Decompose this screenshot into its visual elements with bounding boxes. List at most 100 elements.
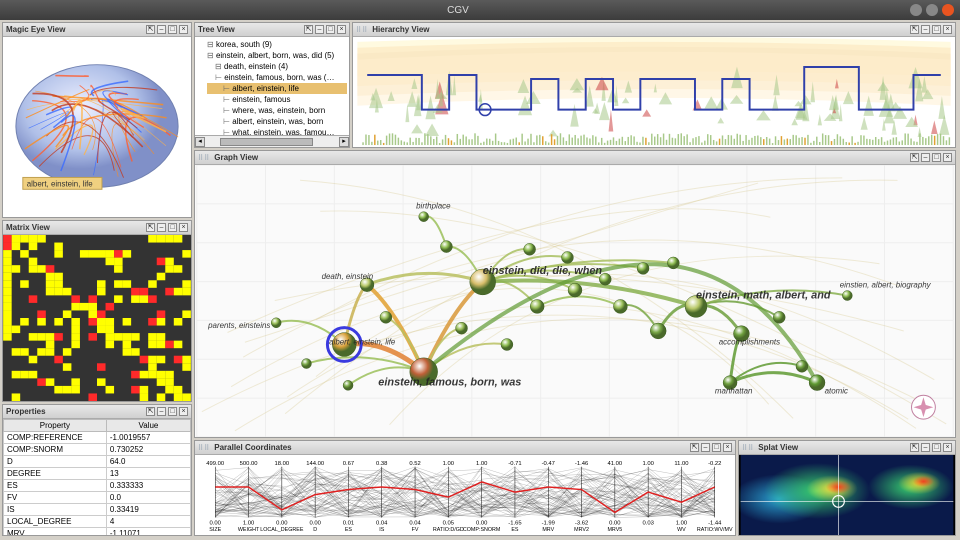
- table-row[interactable]: COMP:REFERENCE-1.0019557: [4, 432, 191, 444]
- table-row[interactable]: DEGREE13: [4, 468, 191, 480]
- tree-item[interactable]: death, einstein (4): [207, 61, 347, 72]
- tree-list[interactable]: korea, south (9)einstein, albert, born, …: [195, 37, 349, 147]
- table-row[interactable]: LOCAL_DEGREE4: [4, 516, 191, 528]
- svg-text:0.01: 0.01: [343, 520, 354, 526]
- tree-item[interactable]: einstein, famous, born, was (…: [207, 72, 347, 83]
- svg-text:0.00: 0.00: [276, 520, 288, 526]
- close-button[interactable]: [942, 4, 954, 16]
- panel-matrix: Matrix View ⇱–□×: [2, 220, 192, 402]
- table-row[interactable]: IS0.33419: [4, 504, 191, 516]
- svg-text:atomic: atomic: [825, 386, 848, 395]
- svg-text:COMP:SNORM: COMP:SNORM: [463, 527, 501, 533]
- maximize-icon[interactable]: □: [168, 25, 177, 34]
- column-header-value[interactable]: Value: [106, 420, 190, 432]
- svg-text:499.00: 499.00: [206, 461, 225, 467]
- svg-text:1.00: 1.00: [476, 461, 488, 467]
- pin-icon[interactable]: ⇱: [146, 25, 155, 34]
- minimize-icon[interactable]: –: [921, 443, 930, 452]
- table-row[interactable]: ES0.333333: [4, 480, 191, 492]
- table-row[interactable]: COMP:SNORM0.730252: [4, 444, 191, 456]
- maximize-icon[interactable]: □: [168, 223, 177, 232]
- minimize-icon[interactable]: –: [701, 443, 710, 452]
- close-icon[interactable]: ×: [179, 407, 188, 416]
- maximize-icon[interactable]: □: [932, 153, 941, 162]
- maximize-icon[interactable]: □: [168, 407, 177, 416]
- drag-handle-icon[interactable]: ⠿⠿: [198, 444, 210, 452]
- table-row[interactable]: D64.0: [4, 456, 191, 468]
- table-row[interactable]: FV0.0: [4, 492, 191, 504]
- pin-icon[interactable]: ⇱: [910, 153, 919, 162]
- property-value: 64.0: [106, 456, 190, 468]
- column-header-property[interactable]: Property: [4, 420, 107, 432]
- panel-header[interactable]: ⠿⠿ Parallel Coordinates ⇱–□×: [195, 441, 735, 455]
- close-icon[interactable]: ×: [943, 153, 952, 162]
- close-icon[interactable]: ×: [723, 443, 732, 452]
- panel-graph: ⠿⠿ Graph View ⇱–□× death, einsteinparent…: [194, 150, 956, 438]
- panel-header[interactable]: ⠿⠿ Graph View ⇱–□×: [195, 151, 955, 165]
- drag-handle-icon[interactable]: ⠿⠿: [198, 154, 210, 162]
- tree-item[interactable]: albert, einstein, life: [207, 83, 347, 94]
- maximize-icon[interactable]: □: [932, 25, 941, 34]
- close-icon[interactable]: ×: [179, 223, 188, 232]
- svg-text:-0.71: -0.71: [508, 461, 521, 467]
- svg-text:500.00: 500.00: [240, 461, 259, 467]
- minimize-button[interactable]: [910, 4, 922, 16]
- drag-handle-icon[interactable]: ⠿⠿: [356, 26, 368, 34]
- tree-item[interactable]: where, was, einstein, born: [207, 105, 347, 116]
- minimize-icon[interactable]: –: [921, 153, 930, 162]
- panel-title: Matrix View: [6, 223, 146, 232]
- panel-header[interactable]: Magic Eye View ⇱–□×: [3, 23, 191, 37]
- scroll-left-icon[interactable]: ◂: [195, 137, 205, 147]
- tree-item[interactable]: einstein, famous: [207, 94, 347, 105]
- close-icon[interactable]: ×: [179, 25, 188, 34]
- panel-title: Magic Eye View: [6, 25, 146, 34]
- svg-text:0.00: 0.00: [309, 520, 321, 526]
- table-row[interactable]: MRV-1.11071: [4, 528, 191, 536]
- hierarchy-canvas[interactable]: [353, 37, 955, 147]
- workspace: Magic Eye View ⇱–□× albert, einstein, li…: [0, 20, 960, 540]
- close-icon[interactable]: ×: [337, 25, 346, 34]
- tree-item[interactable]: albert, einstein, was, born: [207, 116, 347, 127]
- matrix-canvas[interactable]: [3, 235, 191, 401]
- maximize-icon[interactable]: □: [712, 443, 721, 452]
- splat-canvas[interactable]: [739, 455, 955, 535]
- maximize-button[interactable]: [926, 4, 938, 16]
- panel-hierarchy: ⠿⠿ Hierarchy View ⇱–□×: [352, 22, 956, 148]
- maximize-icon[interactable]: □: [932, 443, 941, 452]
- maximize-icon[interactable]: □: [326, 25, 335, 34]
- panel-header[interactable]: ⠿⠿ Splat View ⇱–□×: [739, 441, 955, 455]
- minimize-icon[interactable]: –: [157, 407, 166, 416]
- pin-icon[interactable]: ⇱: [910, 25, 919, 34]
- panel-title: Hierarchy View: [372, 25, 910, 34]
- pin-icon[interactable]: ⇱: [304, 25, 313, 34]
- minimize-icon[interactable]: –: [921, 25, 930, 34]
- tree-item[interactable]: einstein, albert, born, was, did (5): [207, 50, 347, 61]
- pin-icon[interactable]: ⇱: [910, 443, 919, 452]
- panel-header[interactable]: Matrix View ⇱–□×: [3, 221, 191, 235]
- scroll-thumb[interactable]: [220, 138, 312, 146]
- svg-text:MRV2: MRV2: [574, 527, 589, 533]
- pin-icon[interactable]: ⇱: [146, 407, 155, 416]
- minimize-icon[interactable]: –: [315, 25, 324, 34]
- panel-header[interactable]: Tree View ⇱–□×: [195, 23, 349, 37]
- minimize-icon[interactable]: –: [157, 25, 166, 34]
- svg-text:1.00: 1.00: [676, 520, 688, 526]
- scroll-right-icon[interactable]: ▸: [339, 137, 349, 147]
- close-icon[interactable]: ×: [943, 25, 952, 34]
- horizontal-scrollbar[interactable]: ◂ ▸: [195, 135, 349, 147]
- parallel-coords-canvas[interactable]: 499.000.00SIZE500.001.00WEIGHT18.000.00L…: [195, 455, 735, 535]
- panel-header[interactable]: ⠿⠿ Hierarchy View ⇱–□×: [353, 23, 955, 37]
- drag-handle-icon[interactable]: ⠿⠿: [742, 444, 754, 452]
- close-icon[interactable]: ×: [943, 443, 952, 452]
- svg-text:ES: ES: [511, 527, 519, 533]
- pin-icon[interactable]: ⇱: [146, 223, 155, 232]
- property-value: 13: [106, 468, 190, 480]
- magic-eye-canvas[interactable]: albert, einstein, life: [3, 37, 191, 217]
- pin-icon[interactable]: ⇱: [690, 443, 699, 452]
- graph-canvas[interactable]: death, einsteinparents, einsteinsalbert,…: [195, 165, 955, 437]
- tree-item[interactable]: korea, south (9): [207, 39, 347, 50]
- panel-header[interactable]: Properties ⇱–□×: [3, 405, 191, 419]
- minimize-icon[interactable]: –: [157, 223, 166, 232]
- properties-table[interactable]: Property Value COMP:REFERENCE-1.0019557C…: [3, 419, 191, 535]
- svg-text:einstein, did, die, when: einstein, did, die, when: [483, 265, 603, 277]
